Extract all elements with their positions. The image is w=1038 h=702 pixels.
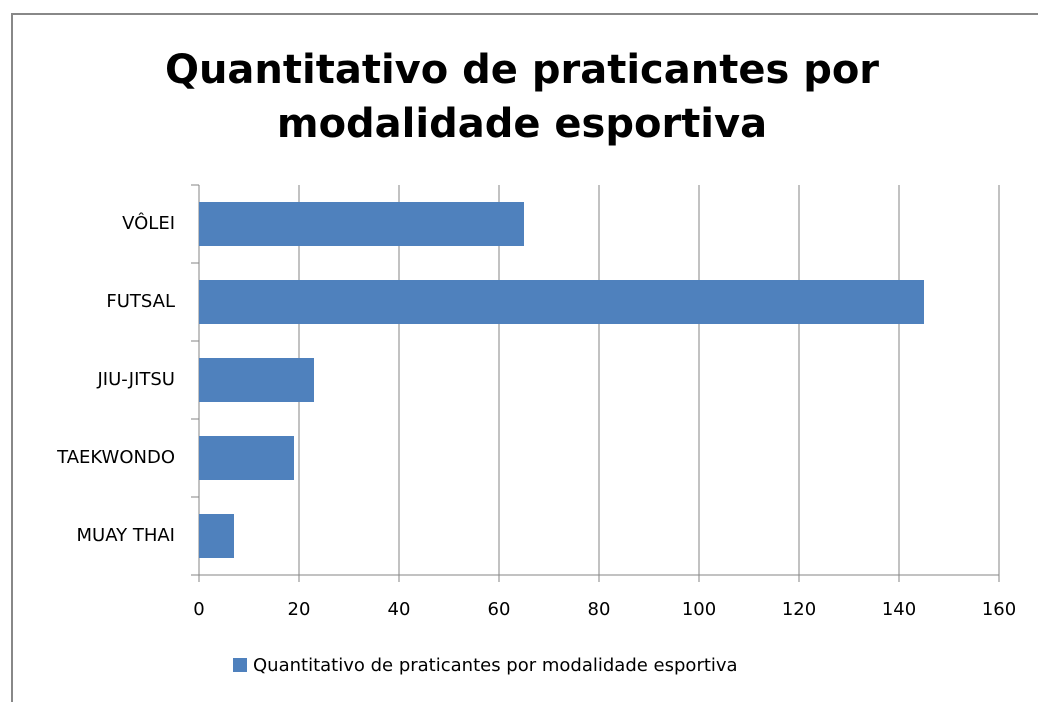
legend-swatch: [233, 658, 247, 672]
bar: [199, 202, 524, 246]
y-tick-label: MUAY THAI: [77, 525, 176, 546]
x-tick-label: 20: [288, 599, 311, 620]
bar: [199, 514, 234, 558]
bar: [199, 280, 924, 324]
x-tick-label: 40: [388, 599, 411, 620]
chart-frame: [11, 13, 1038, 702]
x-tick-label: 100: [682, 599, 716, 620]
y-tick-label: VÔLEI: [122, 212, 175, 234]
x-tick-label: 80: [588, 599, 611, 620]
x-tick-label: 120: [782, 599, 816, 620]
y-tick-label: JIU-JITSU: [96, 369, 175, 390]
x-tick-label: 140: [882, 599, 916, 620]
legend-label: Quantitativo de praticantes por modalida…: [253, 655, 738, 676]
y-tick-label: FUTSAL: [106, 291, 175, 312]
chart-title: Quantitativo de praticantes por: [165, 47, 879, 93]
x-tick-label: 0: [193, 599, 204, 620]
y-tick-label: TAEKWONDO: [56, 447, 175, 468]
bar: [199, 436, 294, 480]
x-tick-label: 160: [982, 599, 1016, 620]
bar: [199, 358, 314, 402]
x-tick-label: 60: [488, 599, 511, 620]
chart-title: modalidade esportiva: [277, 101, 767, 147]
